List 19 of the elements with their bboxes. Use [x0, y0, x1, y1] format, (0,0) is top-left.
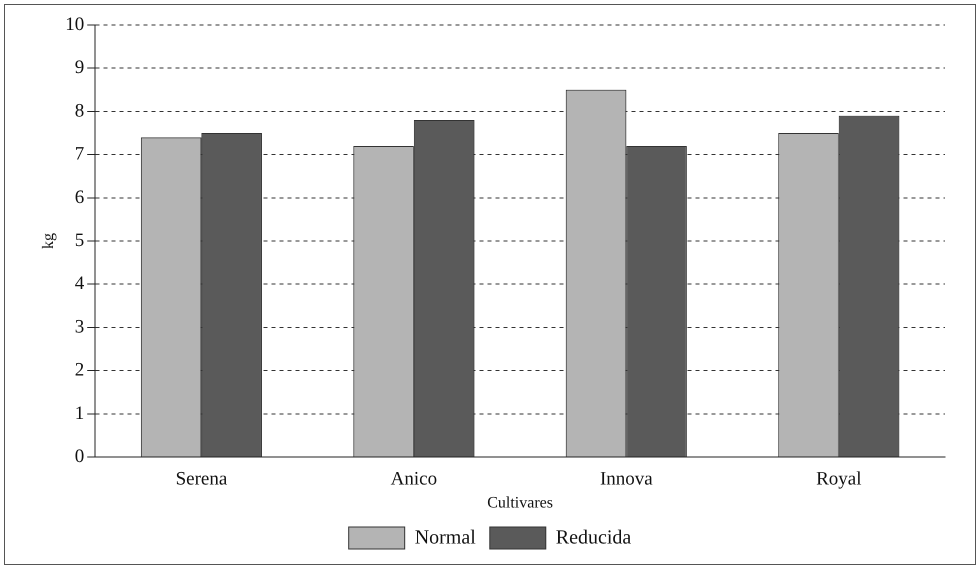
y-tick-label: 10 — [65, 14, 84, 35]
y-tick-label: 5 — [74, 230, 84, 251]
x-tick-label: Royal — [816, 468, 862, 490]
y-tick-label: 7 — [74, 144, 84, 165]
y-axis-title: kg — [40, 233, 57, 249]
x-tick-label: Innova — [600, 468, 654, 490]
legend-label: Normal — [414, 526, 476, 548]
y-tick-label: 4 — [74, 273, 85, 294]
y-tick-label: 6 — [74, 186, 84, 208]
x-tick-label: Serena — [176, 468, 228, 490]
x-axis-title: Cultivares — [487, 494, 553, 512]
y-tick-label: 3 — [74, 316, 84, 338]
y-tick-label: 8 — [74, 100, 84, 122]
legend-label: Reducida — [556, 526, 632, 548]
y-tick-label: 1 — [74, 402, 84, 424]
y-tick-label: 9 — [74, 57, 84, 78]
y-tick-label: 0 — [74, 446, 84, 467]
y-tick-label: 2 — [74, 360, 84, 381]
x-tick-label: Anico — [390, 468, 438, 490]
